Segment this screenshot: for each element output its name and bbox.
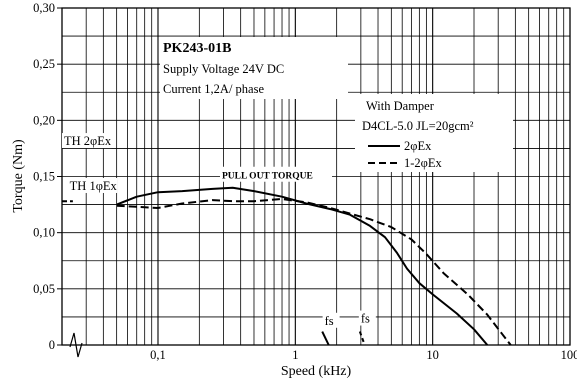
legend-title: With Damper	[366, 99, 435, 113]
x-tick-label: 100	[561, 348, 577, 362]
y-tick-label: 0	[49, 338, 55, 352]
y-tick-label: 0,25	[33, 57, 55, 71]
fs-mark-line	[358, 331, 366, 346]
y-axis-label: Torque (Nm)	[11, 139, 26, 213]
info-line-current: Current 1,2A/ phase	[163, 82, 264, 96]
y-tick-label: 0,15	[33, 170, 55, 184]
annotation-label: fs	[325, 314, 334, 328]
x-tick-label: 1	[292, 348, 298, 362]
x-tick-label: 0,1	[150, 348, 166, 362]
legend-label-1-2phase: 1-2φEx	[404, 156, 443, 170]
annotations: PULL OUT TORQUE TH 2φEx TH 1φEx fs fs	[62, 133, 376, 328]
annotation-label: TH 2φEx	[64, 134, 112, 148]
axis-ticks: 0 0,05 0,10 0,15 0,20 0,25 0,30 0,1 1 10 100	[33, 1, 577, 362]
y-tick-label: 0,30	[33, 1, 55, 15]
legend-label-2phase: 2φEx	[404, 139, 432, 153]
y-tick-label: 0,10	[33, 226, 55, 240]
legend-subtitle: D4CL-5.0 JL=20gcm²	[362, 119, 474, 133]
series-line-2phase	[116, 186, 489, 346]
legend-background	[355, 94, 513, 172]
annotation-background	[220, 166, 332, 182]
annotation-background	[62, 133, 112, 149]
chart-title: PK243-01B	[163, 41, 231, 56]
fs-mark-line	[321, 331, 330, 346]
pull-out-torque-label: PULL OUT TORQUE	[222, 172, 313, 182]
annotation-label: TH 1φEx	[70, 179, 118, 193]
info-box-background	[160, 37, 348, 99]
y-tick-label: 0,20	[33, 113, 55, 127]
annotation-background	[358, 310, 376, 326]
series-line-1-2phase	[116, 198, 512, 346]
info-line-voltage: Supply Voltage 24V DC	[163, 62, 284, 76]
x-axis-label: Speed (kHz)	[281, 364, 352, 379]
annotation-background	[67, 177, 118, 193]
y-tick-label: 0,05	[33, 282, 55, 296]
axis-break-symbol	[69, 332, 83, 358]
annotation-label: fs	[361, 312, 370, 326]
annotation-background	[322, 312, 340, 328]
x-tick-label: 10	[426, 348, 439, 362]
series-lines	[116, 186, 512, 346]
